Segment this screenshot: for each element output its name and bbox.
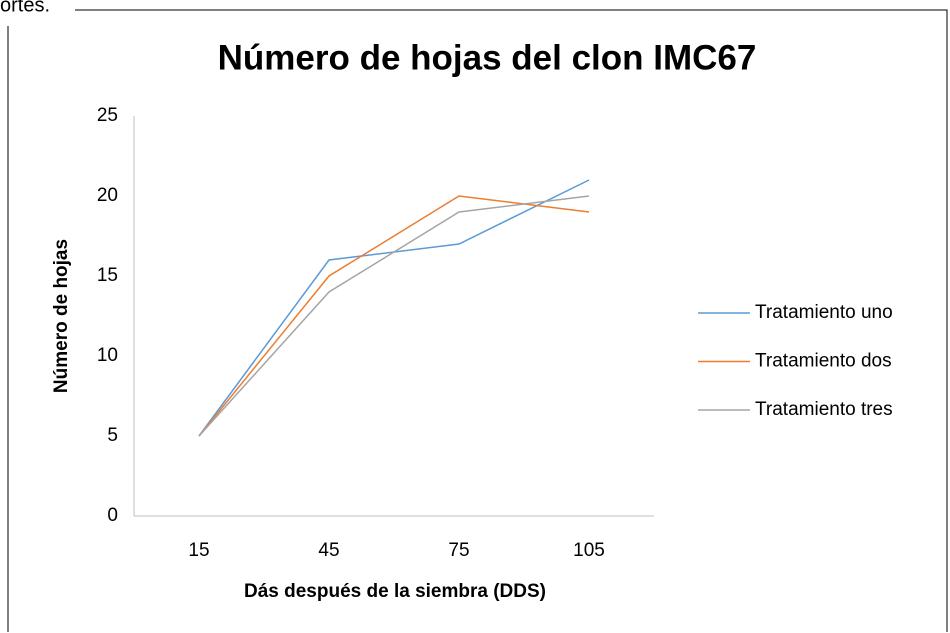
y-axis-title: Número de hojas (51, 239, 72, 393)
series-line (198, 195, 590, 437)
series-line (198, 195, 590, 437)
y-tick-label: 20 (97, 185, 118, 206)
y-tick-label: 15 (97, 265, 118, 286)
chart-border (7, 9, 948, 632)
chart-title: Número de hojas del clon IMC67 (218, 38, 757, 77)
page-fragment: ortes. (0, 0, 50, 16)
legend-label: Tratamiento dos (755, 351, 892, 372)
x-tick-label: 15 (188, 540, 209, 561)
y-tick-label: 0 (107, 505, 118, 526)
x-tick-label: 75 (448, 540, 469, 561)
series-line (198, 179, 590, 437)
legend-label: Tratamiento uno (755, 302, 893, 323)
x-tick-label: 45 (318, 540, 339, 561)
legend-label: Tratamiento tres (755, 399, 893, 420)
x-axis-title: Dás después de la siembra (DDS) (244, 581, 546, 602)
y-tick-label: 25 (97, 105, 118, 126)
x-tick-label: 105 (573, 540, 605, 561)
y-tick-label: 10 (97, 345, 118, 366)
y-tick-label: 5 (107, 425, 118, 446)
